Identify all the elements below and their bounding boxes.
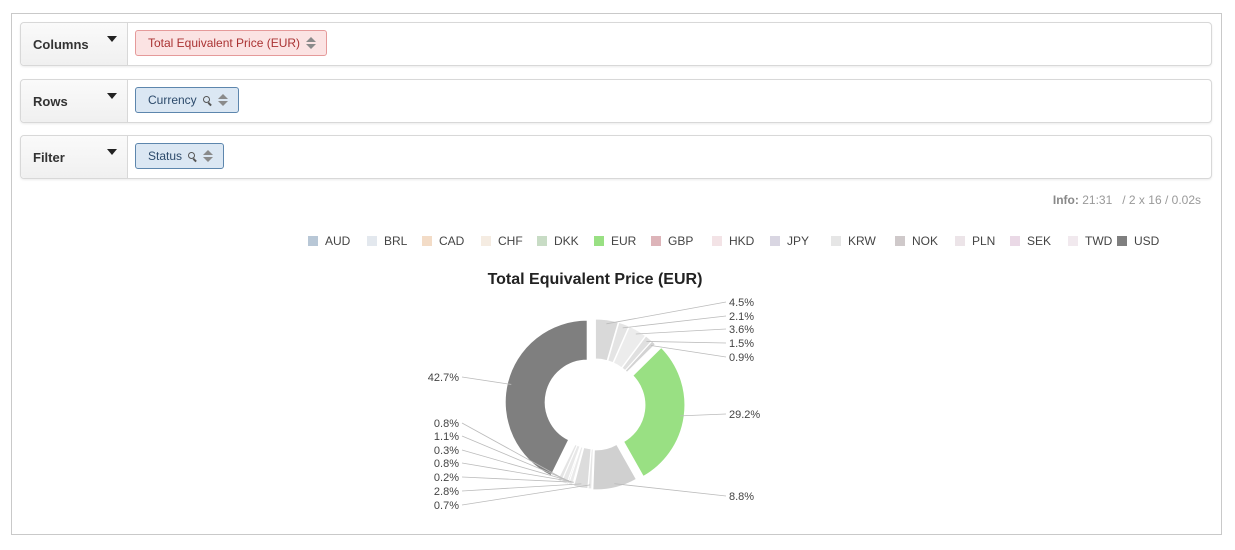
leader-line bbox=[461, 422, 562, 478]
legend-swatch bbox=[537, 236, 547, 246]
slice-label: 3.6% bbox=[729, 324, 754, 336]
legend-swatch bbox=[367, 236, 377, 246]
leader-line bbox=[622, 315, 727, 329]
slice-label: 42.7% bbox=[428, 372, 459, 384]
slice-label: 8.8% bbox=[729, 491, 754, 503]
pie-slice bbox=[624, 340, 657, 374]
sort-icon[interactable] bbox=[203, 150, 214, 162]
info-time: 21:31 bbox=[1082, 193, 1113, 207]
caret-down-icon bbox=[107, 149, 117, 155]
legend-item: CHF bbox=[498, 234, 523, 248]
slice-label: 0.9% bbox=[729, 352, 754, 364]
sort-icon[interactable] bbox=[306, 37, 317, 49]
legend-item: JPY bbox=[787, 234, 809, 248]
filter-field-pill[interactable]: Status bbox=[135, 143, 225, 169]
legend-swatch bbox=[712, 236, 722, 246]
leader-line bbox=[461, 435, 566, 480]
slice-label: 4.5% bbox=[729, 297, 754, 309]
leader-line bbox=[614, 483, 727, 497]
info-duration: 0.02s bbox=[1171, 193, 1201, 207]
legend-swatch bbox=[481, 236, 491, 246]
slice-label: 0.2% bbox=[434, 472, 459, 484]
filter-dropdown[interactable]: Filter bbox=[21, 136, 128, 178]
pie-slice bbox=[504, 319, 588, 477]
legend-swatch bbox=[308, 236, 318, 246]
filter-label: Filter bbox=[33, 150, 65, 165]
columns-field-label: Total Equivalent Price (EUR) bbox=[148, 36, 301, 50]
columns-field-pill[interactable]: Total Equivalent Price (EUR) bbox=[135, 30, 328, 56]
columns-bar: Columns Total Equivalent Price (EUR) bbox=[20, 22, 1212, 66]
slice-label: 0.8% bbox=[434, 418, 459, 430]
slice-label: 2.1% bbox=[729, 311, 754, 323]
slice-label: 0.7% bbox=[434, 500, 459, 512]
pie-slice bbox=[607, 321, 630, 364]
leader-line bbox=[461, 476, 574, 483]
legend-swatch bbox=[1068, 236, 1078, 246]
pie-slices bbox=[504, 318, 686, 491]
rows-field-label: Currency bbox=[148, 93, 197, 107]
legend-item: PLN bbox=[972, 234, 995, 248]
slice-label: 29.2% bbox=[729, 409, 760, 421]
rows-label: Rows bbox=[33, 94, 68, 109]
legend-item: DKK bbox=[554, 234, 579, 248]
legend-swatch bbox=[422, 236, 432, 246]
columns-label: Columns bbox=[33, 37, 89, 52]
leader-line bbox=[461, 484, 591, 506]
search-icon[interactable] bbox=[202, 95, 212, 105]
info-key: Info: bbox=[1052, 193, 1079, 207]
legend-item: BRL bbox=[384, 234, 408, 248]
legend-swatch bbox=[895, 236, 905, 246]
legend-swatch bbox=[955, 236, 965, 246]
sort-icon[interactable] bbox=[217, 94, 228, 106]
filter-field-label: Status bbox=[148, 149, 183, 163]
rows-bar: Rows Currency bbox=[20, 79, 1212, 123]
legend-swatch bbox=[831, 236, 841, 246]
leader-line bbox=[650, 345, 727, 358]
chart-title: Total Equivalent Price (EUR) bbox=[488, 271, 703, 288]
legend-item: TWD bbox=[1085, 234, 1113, 248]
legend-item: AUD bbox=[325, 234, 351, 248]
leader-line bbox=[646, 341, 727, 344]
slice-label: 1.5% bbox=[729, 338, 754, 350]
legend-swatch bbox=[1117, 236, 1127, 246]
legend-item: EUR bbox=[611, 234, 637, 248]
leader-line bbox=[606, 301, 727, 325]
rows-field-pill[interactable]: Currency bbox=[135, 87, 239, 113]
pie-slice bbox=[622, 346, 686, 478]
leader-line bbox=[461, 483, 582, 492]
caret-down-icon bbox=[107, 93, 117, 99]
legend-swatch bbox=[1010, 236, 1020, 246]
filter-bar: Filter Status bbox=[20, 135, 1212, 179]
legend-item: HKD bbox=[729, 234, 755, 248]
caret-down-icon bbox=[107, 36, 117, 42]
legend-swatch bbox=[770, 236, 780, 246]
slice-label: 2.8% bbox=[434, 486, 459, 498]
legend-swatch bbox=[651, 236, 661, 246]
legend-item: CAD bbox=[439, 234, 465, 248]
leader-line bbox=[635, 328, 727, 335]
slice-label: 0.8% bbox=[434, 458, 459, 470]
slice-label: 1.1% bbox=[434, 431, 459, 443]
legend-item: USD bbox=[1134, 234, 1160, 248]
search-icon[interactable] bbox=[188, 151, 197, 161]
legend-item: KRW bbox=[848, 234, 876, 248]
pie-slice bbox=[594, 318, 619, 362]
slice-label: 0.3% bbox=[434, 445, 459, 457]
leader-line bbox=[680, 413, 727, 417]
columns-dropdown[interactable]: Columns bbox=[21, 23, 128, 65]
info-line: Info: 21:31 / 2 x 16 / 0.02s bbox=[1052, 193, 1201, 207]
leader-line bbox=[461, 462, 572, 482]
legend-item: SEK bbox=[1027, 234, 1051, 248]
legend-swatch bbox=[594, 236, 604, 246]
leader-line bbox=[461, 449, 569, 482]
leader-line bbox=[461, 376, 512, 385]
rows-dropdown[interactable]: Rows bbox=[21, 80, 128, 122]
legend-item: GBP bbox=[668, 234, 693, 248]
info-dims: 2 x 16 bbox=[1128, 193, 1162, 207]
legend-item: NOK bbox=[912, 234, 938, 248]
